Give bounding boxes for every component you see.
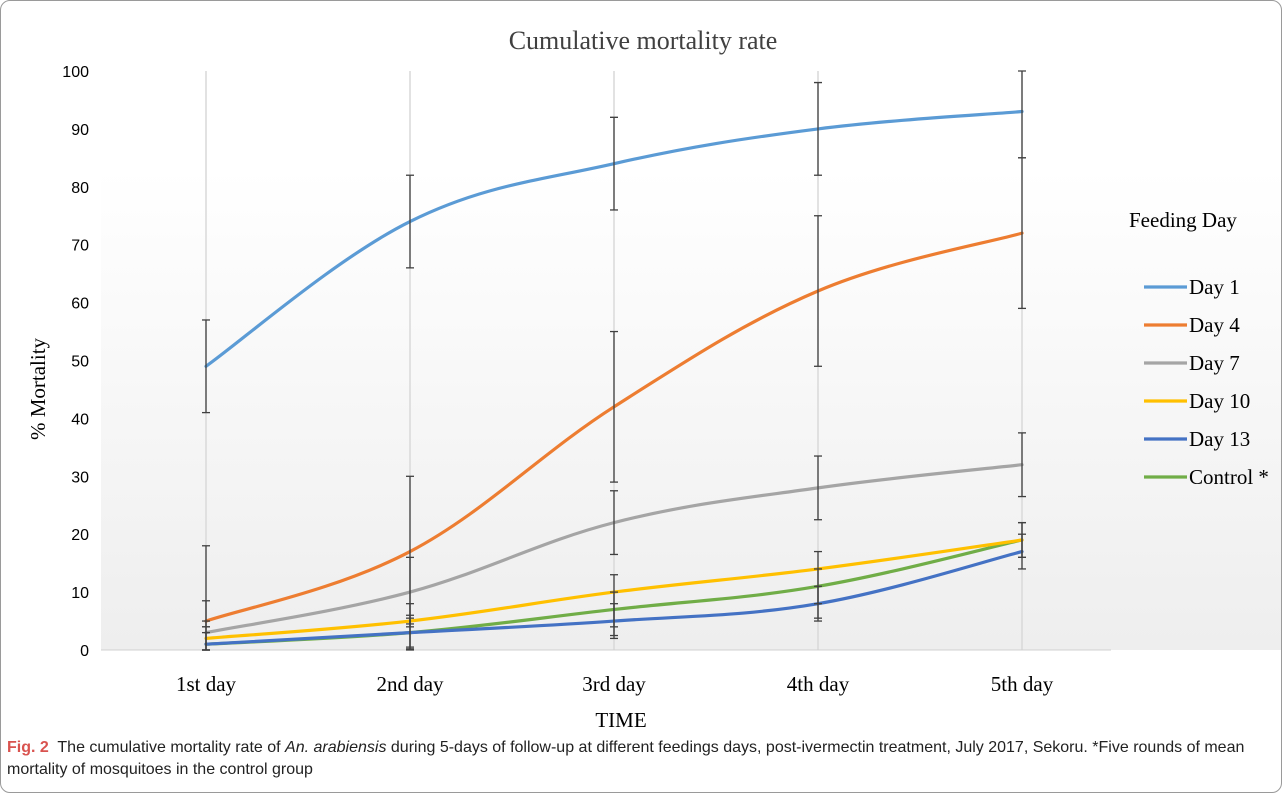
plot-background [101, 169, 1281, 650]
y-tick-label: 70 [71, 238, 89, 255]
caption-text-before: The cumulative mortality rate of [57, 739, 281, 756]
caption-figure-label: Fig. 2 [7, 739, 49, 756]
error-bars [202, 70, 1026, 651]
legend-label-day-10: Day 10 [1189, 389, 1250, 413]
x-tick-label: 4th day [787, 672, 850, 696]
y-tick-label: 100 [62, 64, 89, 81]
x-tick-label: 5th day [991, 672, 1054, 696]
chart-title: Cumulative mortality rate [509, 26, 778, 55]
y-tick-label: 50 [71, 354, 89, 371]
x-axis-title: TIME [595, 708, 646, 731]
legend-label-day-4: Day 4 [1189, 313, 1240, 337]
caption-species: An. arabiensis [285, 739, 387, 756]
legend-label-day-13: Day 13 [1189, 427, 1250, 451]
legend: Day 1 Day 4 Day 7 Day 10 Day 13 Control * [1144, 275, 1269, 489]
legend-title: Feeding Day [1129, 208, 1237, 232]
y-tick-label: 80 [71, 180, 89, 197]
y-tick-label: 30 [71, 469, 89, 486]
caption-text-after: during 5-days of follow-up at different … [7, 739, 1245, 778]
x-tick-label: 1st day [176, 672, 237, 696]
x-tick-label: 3rd day [582, 672, 646, 696]
y-axis-title: % Mortality [26, 337, 50, 440]
legend-label-control: Control * [1189, 465, 1269, 489]
y-tick-label: 60 [71, 296, 89, 313]
y-tick-label: 0 [80, 643, 89, 660]
y-axis-ticks: 0 10 20 30 40 50 60 70 80 90 100 [62, 64, 89, 660]
legend-label-day-7: Day 7 [1189, 351, 1240, 375]
legend-label-day-1: Day 1 [1189, 275, 1240, 299]
y-tick-label: 90 [71, 122, 89, 139]
figure-caption: Fig. 2 The cumulative mortality rate of … [7, 737, 1277, 781]
x-tick-label: 2nd day [376, 672, 444, 696]
x-axis-ticks: 1st day 2nd day 3rd day 4th day 5th day [176, 672, 1054, 696]
mortality-line-chart: Cumulative mortality rate 0 10 20 30 40 50 60 7… [26, 26, 1281, 731]
y-tick-label: 40 [71, 411, 89, 428]
y-tick-label: 10 [71, 585, 89, 602]
y-tick-label: 20 [71, 527, 89, 544]
